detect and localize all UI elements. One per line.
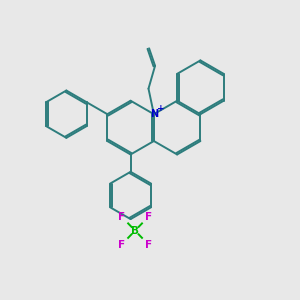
- Text: F: F: [118, 239, 125, 250]
- Text: N: N: [150, 109, 158, 119]
- Text: F: F: [118, 212, 125, 222]
- Text: F: F: [145, 212, 152, 222]
- Text: F: F: [145, 239, 152, 250]
- Text: +: +: [157, 104, 164, 113]
- Text: B: B: [131, 226, 139, 236]
